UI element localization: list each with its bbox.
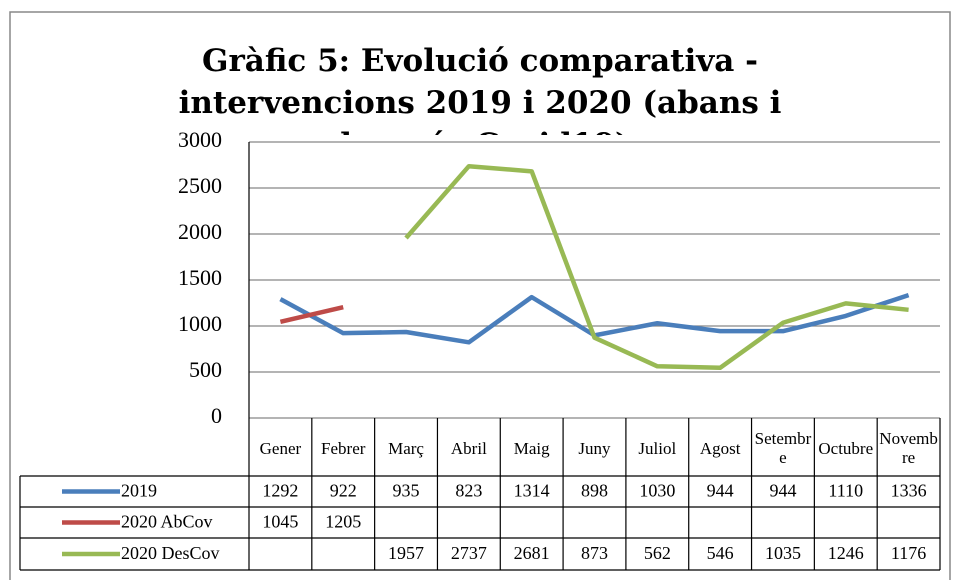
legend-label: 2020 AbCov — [121, 512, 213, 532]
table-value: 1957 — [388, 543, 424, 563]
x-tick-box: Juliol — [638, 438, 677, 458]
x-tick-box: Juny — [578, 438, 611, 458]
x-tick-label: Juliol — [638, 438, 677, 458]
table-value: 546 — [707, 543, 734, 563]
chart-border — [9, 11, 951, 580]
series-line — [404, 163, 909, 371]
x-tick-label: Març — [388, 438, 424, 458]
x-tick-label: Maig — [513, 438, 550, 458]
x-tick-box: Novembre — [879, 429, 938, 467]
series-line — [279, 304, 344, 325]
table-value: 1246 — [828, 543, 864, 563]
x-tick-label: Abril — [450, 438, 487, 458]
table-value: 873 — [581, 543, 608, 563]
table-value: 823 — [455, 481, 482, 501]
table-value: 1176 — [891, 543, 926, 563]
table-value: 944 — [769, 481, 796, 501]
table-value: 1035 — [765, 543, 801, 563]
legend-label: 2019 — [121, 481, 157, 501]
y-tick-label: 2500 — [178, 173, 222, 198]
legend-label: 2020 DesCov — [121, 543, 220, 563]
table-value: 1292 — [262, 481, 298, 501]
y-tick-label: 3000 — [178, 127, 222, 152]
table-value: 935 — [393, 481, 420, 501]
table-value: 944 — [707, 481, 734, 501]
x-tick-box: Agost — [699, 438, 741, 458]
table-value: 2737 — [451, 543, 487, 563]
y-tick-label: 2000 — [178, 219, 222, 244]
x-tick-label: Febrer — [321, 438, 366, 458]
table-value: 2681 — [514, 543, 550, 563]
y-tick-label: 0 — [211, 403, 222, 428]
table-value: 922 — [330, 481, 357, 501]
x-tick-box: Febrer — [321, 438, 366, 458]
x-tick-label: Setembre — [754, 429, 812, 467]
y-tick-label: 1500 — [178, 265, 222, 290]
x-tick-box: Setembre — [754, 429, 812, 467]
table-value: 562 — [644, 543, 671, 563]
x-tick-label: Gener — [259, 438, 302, 458]
table-value: 1045 — [262, 512, 298, 532]
x-tick-box: Octubre — [818, 438, 874, 458]
x-tick-label: Octubre — [818, 438, 874, 458]
y-tick-label: 500 — [189, 357, 222, 382]
x-tick-box: Maig — [513, 438, 550, 458]
table-value: 1030 — [639, 481, 675, 501]
table-value: 1205 — [325, 512, 361, 532]
x-tick-label: Juny — [578, 438, 611, 458]
x-tick-label: Novembre — [879, 429, 938, 467]
x-tick-label: Agost — [699, 438, 741, 458]
x-tick-box: Gener — [259, 438, 302, 458]
table-value: 898 — [581, 481, 608, 501]
y-tick-label: 1000 — [178, 311, 222, 336]
title-box: Gràfic 5: Evolució comparativa - interve… — [178, 43, 782, 135]
chart-title: Gràfic 5: Evolució comparativa - interve… — [178, 43, 782, 135]
x-tick-box: Abril — [450, 438, 487, 458]
table-value: 1314 — [514, 481, 550, 501]
x-tick-box: Març — [388, 438, 424, 458]
table-value: 1336 — [891, 481, 927, 501]
table-value: 1110 — [828, 481, 863, 501]
